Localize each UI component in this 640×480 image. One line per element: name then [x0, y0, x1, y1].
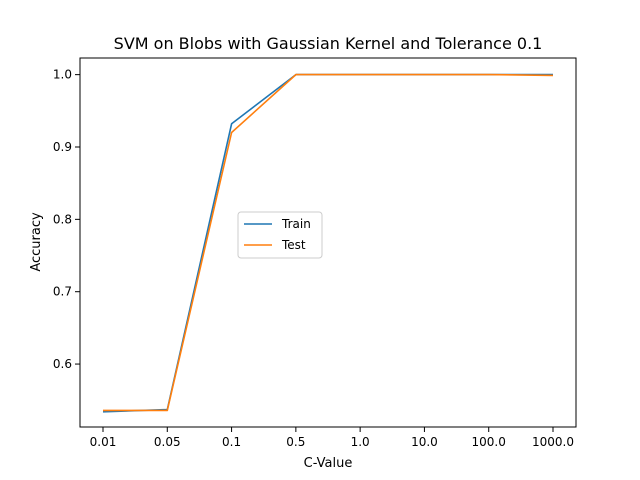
- x-tick-label: 100.0: [472, 435, 506, 449]
- x-tick-label: 10.0: [411, 435, 438, 449]
- y-axis-label: Accuracy: [29, 212, 44, 272]
- legend-label-train: Train: [281, 217, 311, 231]
- plot-frame: [79, 57, 577, 428]
- legend: Train Test: [237, 211, 323, 259]
- series-layer: [102, 73, 554, 413]
- y-tick-label: 0.9: [53, 140, 72, 154]
- x-tick-label: 1.0: [351, 435, 370, 449]
- x-tick-label: 0.05: [154, 435, 181, 449]
- y-tick-label: 0.7: [53, 285, 72, 299]
- x-tick-label: 0.01: [90, 435, 117, 449]
- x-tick-label: 0.5: [286, 435, 305, 449]
- x-axis: 0.01 0.05 0.1 0.5 1.0 10.0 100.0 1000.0: [90, 427, 574, 449]
- x-axis-label: C-Value: [304, 456, 353, 471]
- y-tick-label: 0.8: [53, 212, 72, 226]
- x-tick-label: 0.1: [222, 435, 241, 449]
- y-axis: 0.6 0.7 0.8 0.9 1.0: [53, 68, 80, 371]
- series-line-test: [103, 73, 554, 412]
- y-tick-label: 1.0: [53, 68, 72, 82]
- chart-title: SVM on Blobs with Gaussian Kernel and To…: [114, 34, 543, 53]
- y-tick-label: 0.6: [53, 357, 72, 371]
- plot-area: [79, 57, 577, 428]
- legend-label-test: Test: [281, 238, 306, 252]
- x-tick-label: 1000.0: [532, 435, 574, 449]
